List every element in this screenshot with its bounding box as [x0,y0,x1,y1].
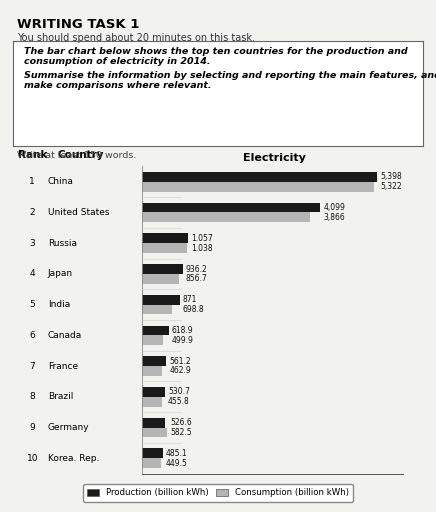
Text: 10: 10 [27,454,38,463]
Bar [142,274,179,284]
Text: 499.9: 499.9 [172,336,194,345]
Text: The bar chart below shows the top ten countries for the production and: The bar chart below shows the top ten co… [24,47,408,56]
Bar [142,387,165,397]
Text: Country: Country [58,150,104,160]
Legend: Production (billion kWh), Consumption (billion kWh): Production (billion kWh), Consumption (b… [83,484,353,502]
Bar [142,449,163,458]
Text: 8: 8 [29,392,35,401]
Text: 5,398: 5,398 [380,173,402,181]
Text: 455.8: 455.8 [168,397,190,406]
Text: 4: 4 [30,269,35,279]
Bar [142,418,165,428]
Text: make comparisons where relevant.: make comparisons where relevant. [24,81,211,90]
Text: 7: 7 [29,361,35,371]
Bar [142,305,172,314]
Text: 1: 1 [29,177,35,186]
Bar [142,264,183,274]
Text: France: France [48,361,78,371]
Text: Japan: Japan [48,269,73,279]
Text: United States: United States [48,208,109,217]
Text: Brazil: Brazil [48,392,73,401]
Text: Summarise the information by selecting and reporting the main features, and: Summarise the information by selecting a… [24,71,436,80]
Text: 530.7: 530.7 [168,388,190,396]
Text: consumption of electricity in 2014.: consumption of electricity in 2014. [24,57,211,67]
Bar [142,428,167,437]
Bar [142,243,187,253]
Text: 1.038: 1.038 [191,244,212,252]
Text: 618.9: 618.9 [172,326,194,335]
Bar [142,172,377,182]
Text: 2: 2 [30,208,35,217]
Bar [142,295,180,305]
Text: 462.9: 462.9 [169,367,191,375]
Bar [142,397,162,407]
Bar [142,335,164,345]
Bar [142,203,320,212]
Text: India: India [48,300,70,309]
Text: 9: 9 [29,423,35,432]
Text: 936.2: 936.2 [186,265,208,273]
Text: Rank: Rank [17,150,47,160]
Text: 3,866: 3,866 [324,213,345,222]
Bar [142,326,169,335]
Text: China: China [48,177,74,186]
Text: Write at least 150 words.: Write at least 150 words. [17,151,137,160]
Text: 6: 6 [29,331,35,340]
Text: Germany: Germany [48,423,89,432]
Text: 582.5: 582.5 [170,428,192,437]
Text: Korea. Rep.: Korea. Rep. [48,454,99,463]
Text: 5: 5 [29,300,35,309]
Bar [142,182,374,191]
Text: You should spend about 20 minutes on this task.: You should spend about 20 minutes on thi… [17,33,255,44]
Text: WRITING TASK 1: WRITING TASK 1 [17,18,140,31]
Text: 856.7: 856.7 [186,274,208,283]
Text: 449.5: 449.5 [166,459,188,467]
Bar [142,458,161,468]
Text: Canada: Canada [48,331,82,340]
Text: Russia: Russia [48,239,77,248]
Text: 485.1: 485.1 [166,449,187,458]
Text: 4,099: 4,099 [324,203,345,212]
Bar [142,212,310,222]
Bar [142,233,188,243]
Bar [142,356,166,366]
Text: 526.6: 526.6 [170,418,192,427]
Text: 561.2: 561.2 [169,357,191,366]
Text: 1.057: 1.057 [191,234,213,243]
Text: 5,322: 5,322 [380,182,402,191]
Text: 3: 3 [29,239,35,248]
Text: Electricity: Electricity [243,153,306,163]
Text: 871: 871 [183,295,197,304]
Bar [142,366,162,376]
Text: 698.8: 698.8 [183,305,204,314]
